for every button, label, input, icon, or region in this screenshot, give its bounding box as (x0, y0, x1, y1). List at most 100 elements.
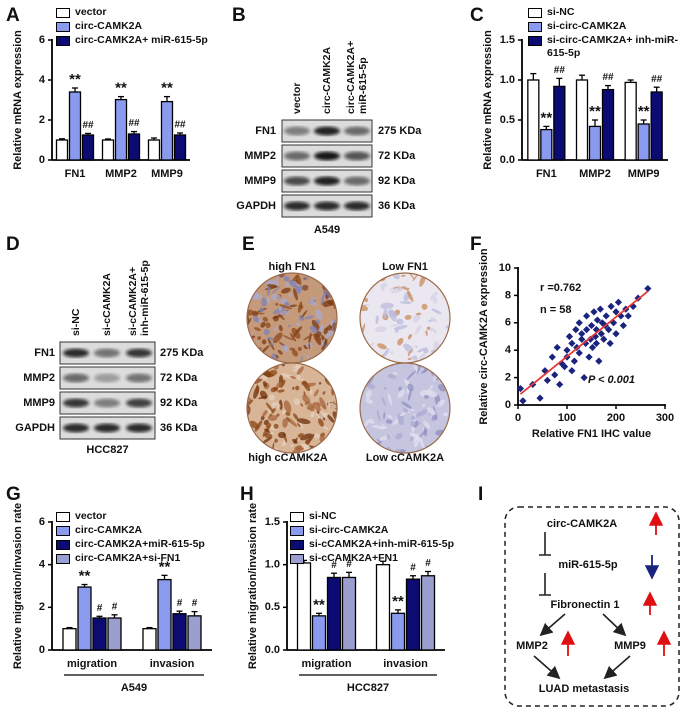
ihc-texture (392, 420, 399, 425)
ihc-texture (310, 411, 315, 418)
bar (92, 617, 107, 651)
ihc-texture (265, 370, 278, 378)
ihc-texture (270, 342, 274, 346)
legend-item: circ-CAMK2A (56, 20, 226, 33)
bar (341, 576, 357, 651)
ihc-texture (422, 404, 426, 408)
bar (553, 85, 566, 161)
y-axis-title: Relative mRNA expression (12, 30, 24, 170)
ihc-texture (395, 329, 399, 333)
blot-band (63, 373, 89, 383)
scatter-point (590, 308, 598, 316)
ihc-texture (431, 417, 434, 422)
ihc-texture (430, 316, 437, 323)
ihc-texture (278, 325, 283, 332)
ihc-texture (253, 377, 264, 385)
ihc-texture (382, 282, 388, 288)
ihc-texture (304, 439, 310, 446)
diagram-node: MMP9 (614, 640, 646, 652)
panel-label: A (6, 5, 20, 26)
legend-text: si-NC (547, 6, 575, 18)
ihc-texture (278, 341, 285, 346)
ihc-texture (296, 373, 301, 381)
significance-mark: ** (313, 596, 325, 613)
ihc-texture (287, 417, 298, 427)
inhibit-arrow (539, 573, 551, 596)
lane-label: si-NC (70, 309, 82, 336)
y-axis-title: Relative circ-CAMK2A expression (478, 248, 490, 425)
scatter-point (592, 326, 600, 334)
ihc-texture (415, 312, 422, 316)
x-tick-label: MMP2 (105, 168, 137, 180)
ihc-texture (302, 284, 309, 291)
ihc-texture (250, 275, 257, 280)
ihc-texture (260, 415, 265, 421)
significance-mark: ** (589, 103, 601, 120)
legend-text: si-NC (309, 510, 337, 522)
protein-label: GAPDH (236, 200, 276, 212)
lane-label: vector (291, 82, 303, 114)
ihc-texture (304, 315, 314, 320)
legend: vector circ-CAMK2A circ-CAMK2A+miR-615-5p c… (56, 510, 234, 566)
scatter-point (605, 326, 613, 334)
y-tick-label: 4 (39, 74, 46, 86)
ihc-texture (434, 340, 441, 349)
x-tick-label: FN1 (536, 168, 557, 180)
ihc-texture (408, 273, 415, 280)
significance-mark: ** (69, 71, 81, 88)
significance-mark: ## (602, 72, 614, 83)
scatter-point (600, 335, 608, 343)
ihc-texture (285, 411, 291, 416)
scatter-point (536, 394, 544, 402)
scatter-point (563, 346, 571, 354)
ihc-texture (254, 363, 260, 372)
legend: si-NC si-circ-CAMK2A si-cCAMK2A+inh-miR-61… (290, 510, 475, 566)
ihc-texture (328, 363, 332, 367)
ihc-texture (275, 354, 279, 359)
blot-band (314, 176, 340, 186)
ihc-texture (360, 288, 366, 294)
ihc-texture (247, 370, 254, 373)
ihc-texture (393, 325, 408, 331)
ihc-texture (250, 370, 255, 381)
legend-item: si-cCAMK2A+inh-miR-615-5p (290, 538, 475, 551)
ihc-texture (363, 276, 367, 283)
size-label: 36 KDa (378, 200, 416, 212)
ihc-texture (434, 331, 437, 334)
x-tick-label: invasion (150, 658, 195, 670)
ihc-texture (327, 273, 333, 279)
ihc-texture (291, 349, 299, 357)
legend-swatch (56, 540, 70, 550)
legend-text: circ-CAMK2A+ miR-615-5p (75, 34, 208, 46)
ihc-texture (396, 318, 404, 325)
bar (575, 79, 589, 161)
ihc-texture (277, 349, 283, 355)
ihc-texture (317, 418, 324, 427)
ihc-texture (265, 322, 271, 329)
size-label: 275 KDa (378, 125, 422, 137)
ihc-texture (319, 365, 326, 372)
significance-mark: # (112, 601, 118, 612)
bar (114, 98, 128, 161)
ihc-texture (261, 339, 267, 345)
x-tick-label: migration (301, 658, 351, 670)
scatter-point (568, 367, 576, 375)
ihc-texture (387, 373, 397, 379)
ihc-texture (436, 273, 440, 278)
ihc-texture (292, 413, 299, 420)
ihc-texture (308, 342, 311, 350)
diagram-frame (504, 506, 680, 707)
lane-label-line: circ-CAMK2A (321, 46, 333, 114)
ihc-texture (260, 321, 266, 328)
ihc-texture (398, 386, 402, 391)
ihc-texture (272, 332, 283, 344)
ihc-texture (445, 370, 450, 376)
ihc-texture (389, 350, 394, 355)
ihc-texture (322, 366, 329, 373)
scatter-point (619, 321, 627, 330)
y-axis-title: Relative migration/invasion rate (247, 503, 259, 669)
ihc-texture (297, 301, 303, 313)
ihc-texture (293, 437, 298, 444)
ihc-texture (261, 297, 267, 307)
